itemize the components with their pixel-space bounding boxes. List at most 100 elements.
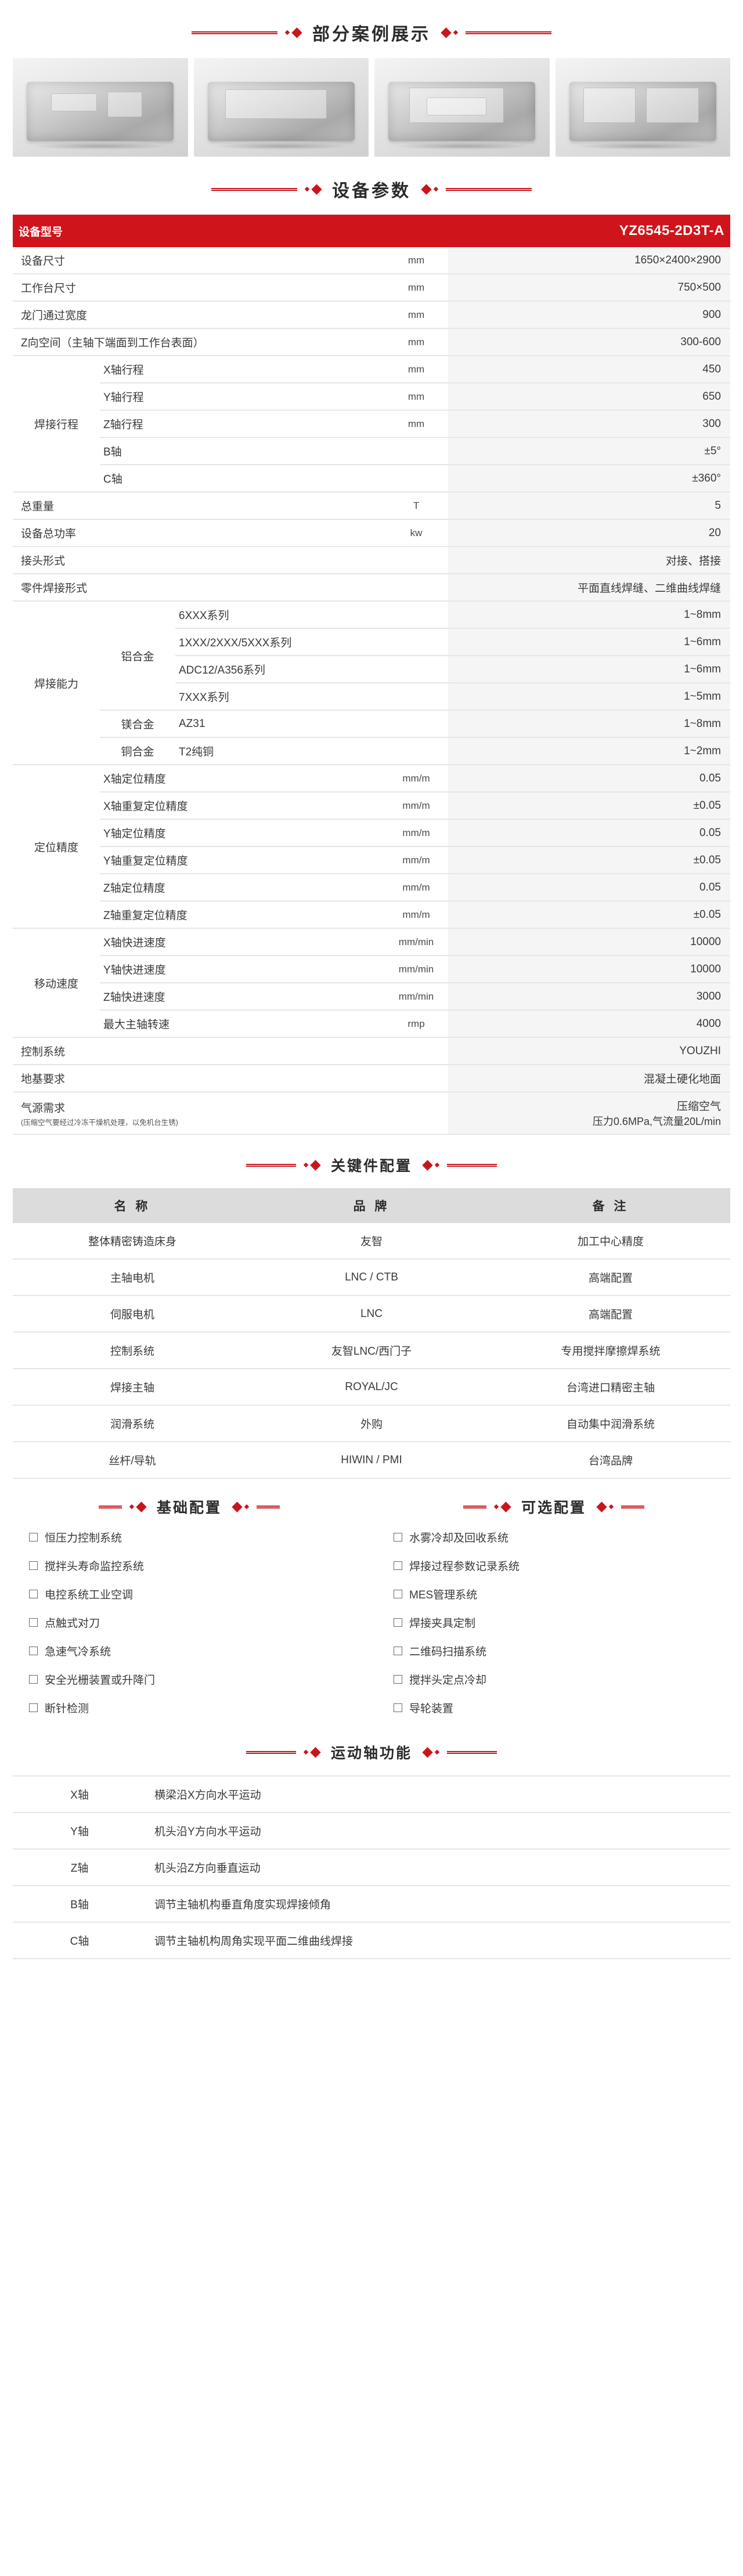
spec-row-value: 10000 (448, 956, 730, 983)
diamond-group-right (232, 1501, 250, 1513)
spec-row-value: 650 (448, 383, 730, 411)
basic-config-item[interactable]: 点触式对刀 (13, 1608, 366, 1637)
case-photo-1 (13, 58, 188, 157)
section-title-basic-config: 基础配置 (13, 1496, 366, 1517)
checkbox-icon[interactable] (394, 1703, 402, 1712)
spec-header-row: 设备型号 YZ6545-2D3T-A (13, 215, 730, 247)
diamond-icon (422, 1746, 433, 1758)
optional-config-item[interactable]: 焊接夹具定制 (377, 1608, 730, 1637)
optional-config-item[interactable]: 导轮装置 (377, 1694, 730, 1722)
spec-table: 设备型号 YZ6545-2D3T-A 设备尺寸 mm 1650×2400×2900 工作台… (13, 215, 730, 1135)
checkbox-icon[interactable] (394, 1561, 402, 1570)
diamond-icon (422, 1159, 433, 1171)
spec-row-value: ±360° (448, 465, 730, 493)
spec-row-unit: mm (384, 328, 449, 356)
spec-row-note: (压缩空气要经过冷冻干燥机处理，以免机台生锈) (21, 1118, 178, 1127)
checkbox-icon[interactable] (394, 1647, 402, 1655)
diamond-small-icon (129, 1504, 135, 1510)
optional-config-item[interactable]: MES管理系统 (377, 1580, 730, 1608)
spec-row-unit: mm/min (384, 983, 449, 1011)
keyparts-cell: 焊接主轴 (13, 1369, 252, 1406)
basic-config-item[interactable]: 安全光栅装置或升降门 (13, 1665, 366, 1694)
checkbox-icon[interactable] (29, 1618, 38, 1627)
checkbox-icon[interactable] (29, 1590, 38, 1598)
spec-row-unit (384, 737, 449, 765)
basic-config-item[interactable]: 断针检测 (13, 1694, 366, 1722)
optional-config-item[interactable]: 搅拌头定点冷却 (377, 1665, 730, 1694)
spec-row-unit (384, 574, 449, 602)
spec-row-label: 6XXX系列 (175, 601, 385, 629)
diamond-icon (421, 183, 432, 195)
title-rule-left (246, 1163, 296, 1167)
table-row: 润滑系统 外购 自动集中润滑系统 (13, 1405, 730, 1442)
spec-row-label: B轴 (100, 437, 385, 465)
cases-title-text: 部分案例展示 (312, 25, 431, 44)
spec-row-value: 0.05 (448, 874, 730, 902)
checkbox-icon[interactable] (394, 1675, 402, 1684)
keyparts-table: 名 称品 牌备 注 整体精密铸造床身 友智 加工中心精度 主轴电机 LNC / CTB 高… (13, 1188, 730, 1479)
basic-config-item[interactable]: 急速气冷系统 (13, 1637, 366, 1665)
spec-row-label: 控制系统 (13, 1037, 385, 1065)
keyparts-cell: 整体精密铸造床身 (13, 1223, 252, 1260)
title-rule-left (463, 1505, 486, 1508)
title-rule-left (192, 31, 277, 34)
checkbox-icon[interactable] (394, 1618, 402, 1627)
spec-row-value: 对接、搭接 (448, 547, 730, 574)
spec-row-label: Z轴快进速度 (100, 983, 385, 1011)
spec-row: Z轴快进速度 mm/min 3000 (13, 983, 730, 1011)
basic-config-item[interactable]: 恒压力控制系统 (13, 1523, 366, 1551)
spec-row-label: 工作台尺寸 (13, 274, 385, 302)
checkbox-icon[interactable] (29, 1647, 38, 1655)
spec-row-unit: mm/m (384, 819, 449, 847)
axis-row: X轴 横梁沿X方向水平运动 (13, 1775, 730, 1813)
title-rule-left (246, 1750, 296, 1754)
spec-row: X轴重复定位精度 mm/m ±0.05 (13, 792, 730, 820)
diamond-icon (441, 27, 452, 38)
basic-config-item[interactable]: 电控系统工业空调 (13, 1580, 366, 1608)
spec-row: Z轴定位精度 mm/m 0.05 (13, 874, 730, 902)
diamond-small-icon (303, 1162, 309, 1168)
checkbox-icon[interactable] (29, 1703, 38, 1712)
diamond-group-left (284, 27, 302, 38)
spec-row-label: 地基要求 (13, 1065, 385, 1092)
spec-row-unit: mm/m (384, 792, 449, 820)
spec-row: 焊接能力 铝合金 6XXX系列 1~8mm (13, 601, 730, 765)
spec-model-value: YZ6545-2D3T-A (384, 215, 730, 247)
keyparts-header-row: 名 称品 牌备 注 (13, 1188, 730, 1223)
optional-config-item[interactable]: 二维码扫描系统 (377, 1637, 730, 1665)
keyparts-cell: 台湾进口精密主轴 (491, 1369, 730, 1406)
diamond-group-left (303, 1159, 321, 1171)
optional-config-item[interactable]: 水雾冷却及回收系统 (377, 1523, 730, 1551)
diamond-icon (310, 1159, 321, 1171)
spec-row: Z向空间（主轴下端面到工作台表面） mm 300-600 (13, 328, 730, 356)
axis-name: B轴 (13, 1886, 146, 1923)
basic-config-item[interactable]: 搅拌头寿命监控系统 (13, 1551, 366, 1580)
checkbox-icon[interactable] (29, 1533, 38, 1542)
checkbox-icon[interactable] (394, 1533, 402, 1542)
spec-row-value: 0.05 (448, 819, 730, 847)
diamond-icon (310, 1746, 321, 1758)
spec-row-label: AZ31 (175, 710, 385, 738)
checkbox-icon[interactable] (29, 1675, 38, 1684)
axis-description: 调节主轴机构周角实现平面二维曲线焊接 (146, 1922, 730, 1959)
keyparts-cell: 主轴电机 (13, 1259, 252, 1296)
checkbox-icon[interactable] (29, 1561, 38, 1570)
keyparts-cell: 加工中心精度 (491, 1223, 730, 1260)
case-photo-4 (555, 58, 730, 157)
spec-group-label: 焊接能力 (13, 601, 100, 765)
spec-row: 设备总功率 kw 20 (13, 519, 730, 547)
keyparts-cell: 高端配置 (491, 1259, 730, 1296)
config-item-label: 焊接过程参数记录系统 (409, 1561, 520, 1573)
diamond-small-icon (608, 1504, 614, 1510)
checkbox-icon[interactable] (394, 1590, 402, 1598)
spec-row-value: 4000 (448, 1010, 730, 1038)
spec-model-label: 设备型号 (13, 215, 385, 247)
keyparts-cell: 丝杆/导轨 (13, 1442, 252, 1479)
spec-row-value: 3000 (448, 983, 730, 1011)
optional-config-item[interactable]: 焊接过程参数记录系统 (377, 1551, 730, 1580)
spec-row-unit (384, 656, 449, 683)
config-item-label: 断针检测 (45, 1703, 89, 1715)
config-item-label: MES管理系统 (409, 1589, 478, 1601)
spec-row-value: 平面直线焊缝、二维曲线焊缝 (448, 574, 730, 602)
keyparts-cell: HIWIN / PMI (252, 1442, 491, 1479)
